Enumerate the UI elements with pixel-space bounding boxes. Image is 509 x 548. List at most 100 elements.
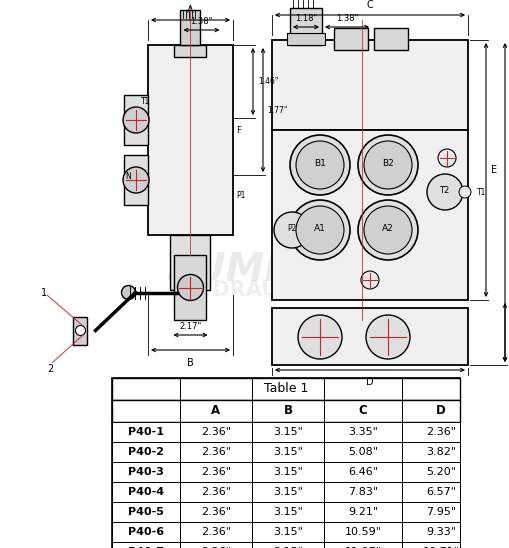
- Circle shape: [357, 135, 417, 195]
- Text: 3.15": 3.15": [272, 467, 302, 477]
- Text: 3.15": 3.15": [272, 487, 302, 497]
- Text: P40-2: P40-2: [128, 447, 164, 457]
- Text: 2.36": 2.36": [201, 487, 231, 497]
- Text: P40-4: P40-4: [128, 487, 164, 497]
- Circle shape: [123, 167, 149, 193]
- Text: 1.18": 1.18": [294, 14, 317, 23]
- Text: 1: 1: [41, 288, 47, 298]
- Text: 9.21": 9.21": [347, 507, 377, 517]
- Text: 7.83": 7.83": [347, 487, 377, 497]
- Bar: [290, 8, 321, 45]
- Text: T1: T1: [476, 187, 486, 197]
- Text: 1.38": 1.38": [190, 17, 212, 26]
- Text: P1: P1: [236, 191, 245, 199]
- Text: 2.17": 2.17": [179, 322, 201, 331]
- Text: 1.77": 1.77": [267, 106, 287, 115]
- Text: 5.08": 5.08": [347, 447, 377, 457]
- Text: C: C: [358, 404, 366, 418]
- Text: 3.15": 3.15": [272, 547, 302, 548]
- Text: 2.36": 2.36": [201, 447, 231, 457]
- Bar: [271, 40, 467, 130]
- Text: D: D: [435, 404, 445, 418]
- Text: 3.15": 3.15": [272, 507, 302, 517]
- Circle shape: [437, 149, 455, 167]
- Circle shape: [295, 141, 344, 189]
- Bar: [112, 442, 459, 462]
- Bar: [112, 522, 459, 542]
- Text: 1.46": 1.46": [258, 77, 278, 86]
- Text: P40-1: P40-1: [128, 427, 164, 437]
- Bar: [112, 502, 459, 522]
- Text: 7.95": 7.95": [425, 507, 455, 517]
- Bar: [124, 95, 148, 145]
- Text: B2: B2: [381, 158, 393, 168]
- Text: SUMMIT: SUMMIT: [166, 251, 343, 289]
- Text: A: A: [211, 404, 220, 418]
- Circle shape: [363, 206, 411, 254]
- Bar: [112, 400, 459, 422]
- Text: P40-6: P40-6: [128, 527, 164, 537]
- Bar: [112, 482, 459, 502]
- Text: 11.97": 11.97": [344, 547, 381, 548]
- Text: 10.59": 10.59": [344, 527, 381, 537]
- Text: 3.15": 3.15": [272, 447, 302, 457]
- Circle shape: [426, 174, 462, 210]
- Circle shape: [360, 271, 378, 289]
- Text: P40-5: P40-5: [128, 507, 163, 517]
- Text: 6.57": 6.57": [425, 487, 455, 497]
- Circle shape: [273, 212, 309, 248]
- Bar: [180, 10, 200, 45]
- Bar: [148, 45, 233, 235]
- Text: 6.46": 6.46": [347, 467, 377, 477]
- Bar: [112, 378, 459, 400]
- Text: P40-7: P40-7: [128, 547, 164, 548]
- Text: 3.15": 3.15": [272, 527, 302, 537]
- Circle shape: [290, 135, 349, 195]
- Circle shape: [177, 275, 203, 300]
- Text: 3.35": 3.35": [347, 427, 377, 437]
- Text: 2.36": 2.36": [425, 427, 455, 437]
- Text: B1: B1: [314, 158, 325, 168]
- Text: E: E: [490, 165, 496, 175]
- Text: C: C: [366, 0, 373, 10]
- Text: 3.82": 3.82": [425, 447, 455, 457]
- Circle shape: [363, 141, 411, 189]
- Text: 1.38": 1.38": [335, 14, 357, 23]
- Circle shape: [75, 326, 86, 335]
- Circle shape: [290, 200, 349, 260]
- Text: 2.36": 2.36": [201, 427, 231, 437]
- Text: 3.93": 3.93": [508, 187, 509, 208]
- Text: F: F: [236, 125, 240, 134]
- Bar: [271, 308, 467, 365]
- Bar: [170, 235, 210, 290]
- Text: 2.36": 2.36": [201, 547, 231, 548]
- Text: 2.36": 2.36": [201, 507, 231, 517]
- Text: 2.36": 2.36": [201, 527, 231, 537]
- Circle shape: [295, 206, 344, 254]
- Text: 3.15": 3.15": [508, 322, 509, 342]
- Bar: [333, 28, 367, 50]
- Text: P40-3: P40-3: [128, 467, 163, 477]
- Text: A: A: [187, 5, 193, 15]
- Bar: [112, 462, 459, 482]
- Text: D: D: [365, 377, 373, 387]
- Text: P2: P2: [287, 224, 296, 232]
- Text: 2: 2: [47, 363, 53, 374]
- Circle shape: [297, 315, 342, 359]
- Text: 9.33": 9.33": [425, 527, 455, 537]
- Bar: [124, 155, 148, 205]
- Circle shape: [357, 200, 417, 260]
- Text: Table 1: Table 1: [263, 383, 307, 396]
- Bar: [112, 422, 459, 442]
- Text: B: B: [283, 404, 292, 418]
- Text: A2: A2: [381, 224, 393, 232]
- Bar: [287, 33, 324, 45]
- Bar: [271, 130, 467, 300]
- Bar: [112, 542, 459, 548]
- Text: 2.36": 2.36": [201, 467, 231, 477]
- Text: 3.15": 3.15": [272, 427, 302, 437]
- Circle shape: [123, 107, 149, 133]
- Circle shape: [121, 286, 135, 300]
- Text: B: B: [187, 358, 193, 368]
- Bar: [174, 45, 206, 57]
